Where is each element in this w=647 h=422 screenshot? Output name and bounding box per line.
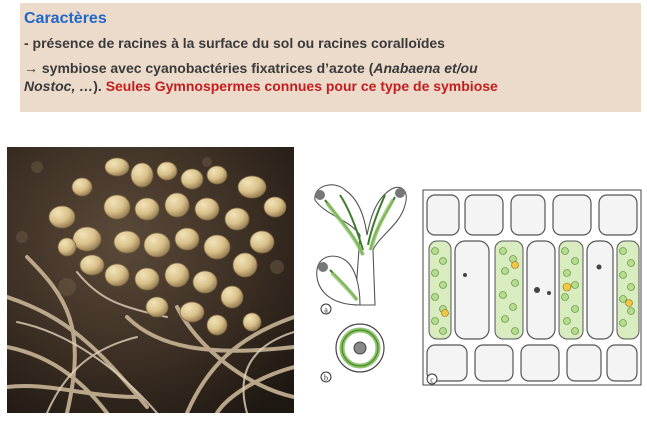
bullet-symbiose: → symbiose avec cyanobactéries fixatrice… xyxy=(24,59,641,95)
cross-section-sketch xyxy=(335,323,385,373)
text-box: Caractères - présence de racines à la su… xyxy=(20,3,641,112)
nostoc-text: Nostoc, … xyxy=(24,78,94,94)
label-c: c xyxy=(430,376,434,385)
gymnosperm-highlight: Seules Gymnospermes connues pour ce type… xyxy=(105,78,498,94)
arrow-icon: → xyxy=(24,60,38,76)
cyanobacteria-diagram: a b xyxy=(305,175,643,390)
page-title: Caractères xyxy=(24,10,107,27)
label-b: b xyxy=(324,374,328,383)
symbiose-text-end: ). xyxy=(93,78,106,94)
symbiose-text: symbiose avec cyanobactéries fixatrices … xyxy=(38,60,374,76)
anabaena-text: Anabaena et/ou xyxy=(373,60,478,76)
label-a: a xyxy=(324,306,328,315)
coralloid-roots-photo xyxy=(7,147,294,413)
bullet-racines: - présence de racines à la surface du so… xyxy=(24,35,445,51)
cell-detail-sketch xyxy=(422,189,642,386)
